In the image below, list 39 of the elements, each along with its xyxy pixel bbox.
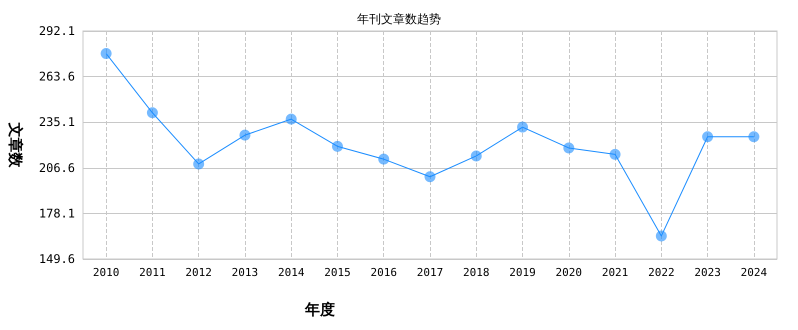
x-tick-label: 2022 (648, 266, 675, 279)
x-tick-label: 2019 (509, 266, 536, 279)
point (239, 130, 250, 141)
x-tick-label: 2010 (92, 266, 120, 279)
point (517, 122, 528, 133)
point (332, 140, 343, 152)
x-tick-label: 2015 (324, 266, 351, 279)
point (702, 131, 714, 142)
y-tick-label: 178.1 (38, 206, 75, 220)
point (378, 154, 390, 165)
x-tick-label: 2020 (556, 266, 582, 279)
chart-title: 年刊文章数趋势 (357, 12, 441, 26)
y-tick-label: 263.6 (38, 70, 75, 84)
point (470, 150, 482, 162)
x-tick-label: 2014 (278, 266, 305, 279)
point (656, 230, 667, 242)
x-tick-label: 2017 (416, 266, 444, 279)
x-tick-label: 2016 (370, 266, 397, 279)
x-axis-title: 年度 (304, 300, 335, 318)
point (424, 171, 436, 182)
point (563, 142, 574, 154)
y-tick-label: 149.6 (38, 252, 75, 266)
y-tick-label: 206.6 (38, 160, 75, 175)
point (286, 114, 297, 125)
point (146, 107, 158, 118)
x-tick-label: 2013 (232, 266, 258, 279)
x-tick-label: 2023 (694, 266, 721, 279)
point (193, 158, 204, 170)
x-tick-label: 2018 (463, 266, 490, 279)
point (748, 131, 760, 142)
point (610, 148, 621, 160)
y-axis-title: 文章数 (6, 122, 24, 168)
point (100, 48, 112, 60)
x-tick-label: 2021 (602, 266, 628, 279)
x-tick-label: 2011 (139, 266, 166, 279)
x-tick-label: 2024 (740, 266, 768, 279)
x-tick-label: 2012 (185, 266, 212, 279)
y-tick-label: 235.1 (38, 115, 75, 130)
y-tick-label: 292.1 (38, 24, 75, 38)
